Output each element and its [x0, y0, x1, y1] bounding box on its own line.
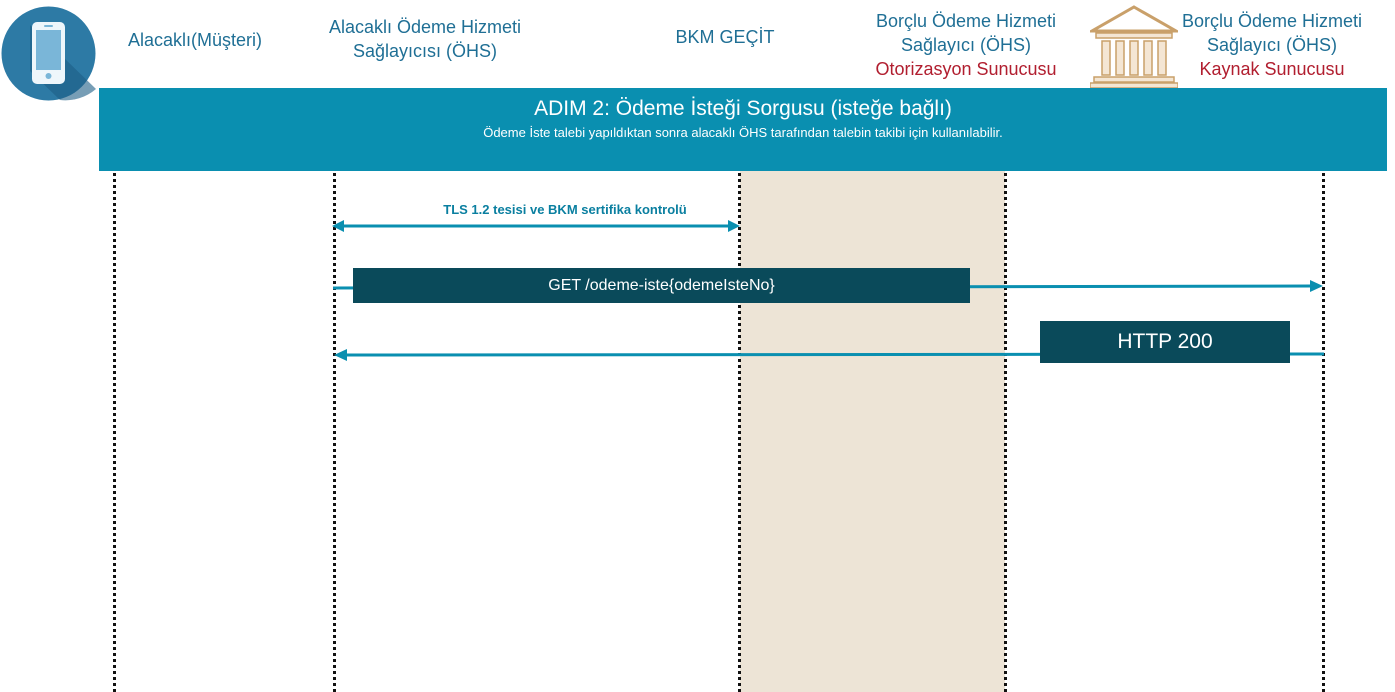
get-request-box: GET /odeme-iste{odemeIsteNo} [353, 268, 970, 303]
participant-payee-psp: Alacaklı Ödeme Hizmeti Sağlayıcısı (ÖHS) [328, 17, 522, 61]
smartphone-icon [0, 5, 97, 102]
lifeline-payer-psp-auth [1004, 173, 1007, 692]
gateway-column [740, 171, 1005, 692]
lifeline-payer-psp-resource [1322, 173, 1325, 692]
role-label: Kaynak Sunucusu [1199, 59, 1345, 79]
participant-payer-psp-auth: Borçlu Ödeme Hizmeti Sağlayıcı (ÖHS) Oto… [858, 9, 1074, 81]
tls-arrow-head-right [728, 220, 740, 232]
lifeline-payee-customer [113, 173, 116, 692]
step-subtitle: Ödeme İste talebi yapıldıktan sonra alac… [483, 125, 1003, 140]
get-arrow-head [1310, 280, 1323, 292]
tls-message-label: TLS 1.2 tesisi ve BKM sertifika kontrolü [443, 202, 687, 217]
tls-arrow-head-left [332, 220, 344, 232]
step-title: ADIM 2: Ödeme İsteği Sorgusu (isteğe bağ… [534, 97, 952, 120]
participant-payee-customer: Alacaklı(Müşteri) [127, 30, 263, 50]
participant-bkm-gateway: BKM GEÇİT [675, 27, 775, 47]
response-arrow-head [334, 349, 347, 361]
http-response-box: HTTP 200 [1040, 321, 1290, 363]
lifeline-payee-psp [333, 173, 336, 692]
get-request-label: GET /odeme-iste{odemeIsteNo} [548, 277, 775, 294]
http-response-label: HTTP 200 [1117, 330, 1213, 353]
lifeline-bkm-gateway [738, 173, 741, 692]
step-banner: ADIM 2: Ödeme İsteği Sorgusu (isteğe bağ… [99, 88, 1387, 171]
participant-payer-psp-resource: Borçlu Ödeme Hizmeti Sağlayıcı (ÖHS) Kay… [1181, 11, 1363, 79]
role-label: Otorizasyon Sunucusu [875, 59, 1057, 79]
